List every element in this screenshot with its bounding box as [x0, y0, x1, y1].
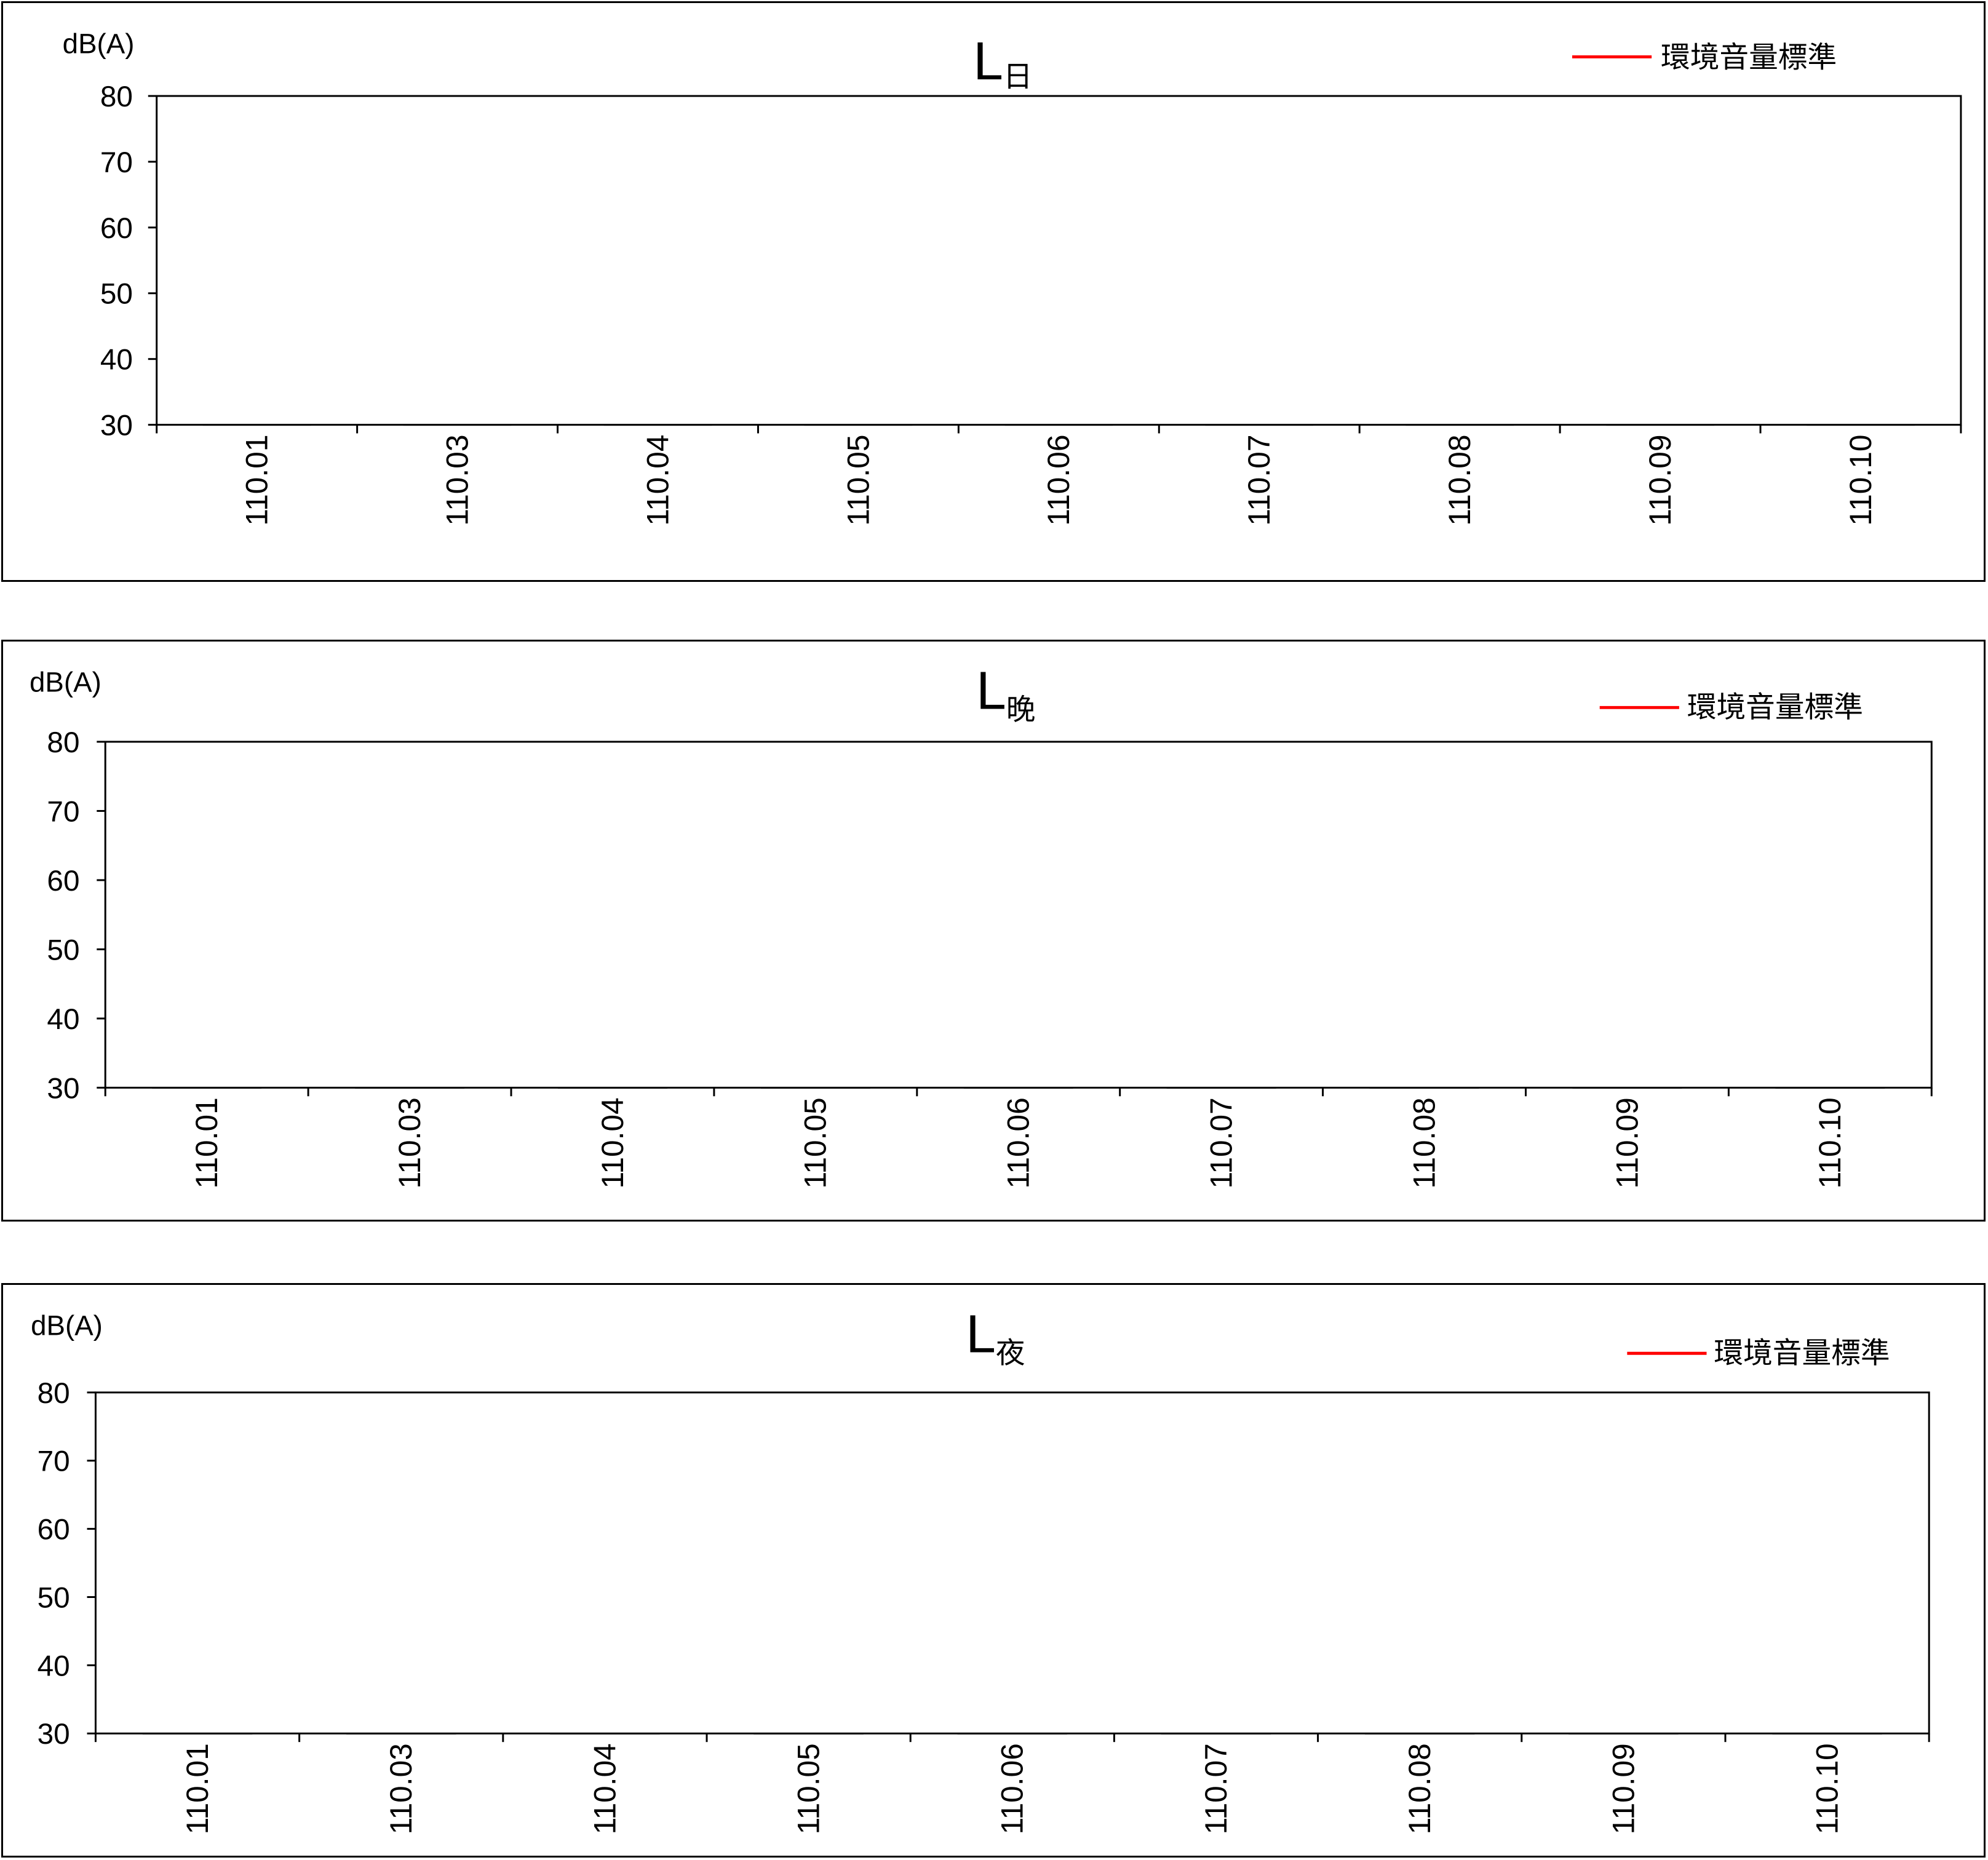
x-tick-label: 110.10 [1810, 1743, 1844, 1834]
y-tick-label: 50 [100, 278, 133, 311]
x-tick-label: 110.05 [791, 1743, 825, 1834]
x-tick-label: 110.06 [1041, 435, 1076, 526]
y-axis-label: dB(A) [30, 666, 101, 698]
x-tick-label: 110.10 [1813, 1097, 1847, 1188]
chart-title-subscript: 日 [1003, 61, 1033, 93]
x-tick-label: 110.03 [440, 435, 474, 526]
y-tick-label: 60 [38, 1514, 70, 1546]
chart-title-subscript: 夜 [996, 1337, 1025, 1370]
y-tick-label: 70 [38, 1445, 70, 1478]
y-tick-label: 40 [47, 1003, 79, 1036]
legend-label: 環境音量標準 [1687, 691, 1863, 724]
x-tick-label: 110.05 [841, 435, 875, 526]
x-tick-label: 110.07 [1204, 1097, 1239, 1188]
chart-title: L晚 [976, 660, 1035, 726]
x-tick-label: 110.04 [587, 1743, 622, 1834]
chart-evening: 30 40 50 60 70 80 110.01 110.03 110.04 110.05 110… [30, 660, 1933, 1189]
y-tick-label: 80 [47, 726, 79, 759]
chart-panel-evening: 30 40 50 60 70 80 110.01 110.03 110.04 110.05 110… [1, 640, 1986, 1222]
x-tick-label: 110.06 [1001, 1097, 1036, 1188]
y-tick-label: 80 [38, 1377, 70, 1410]
y-tick-label: 50 [47, 934, 79, 966]
chart-title-main: L [976, 660, 1006, 720]
legend-label: 環境音量標準 [1714, 1337, 1890, 1370]
y-tick-label: 60 [47, 865, 79, 897]
chart-title: L夜 [966, 1303, 1025, 1370]
x-tick-label: 110.04 [640, 435, 675, 526]
chart-title-main: L [966, 1303, 996, 1364]
x-tick-label: 110.09 [1606, 1743, 1640, 1834]
legend-label: 環境音量標準 [1661, 41, 1837, 74]
chart-title-main: L [973, 31, 1003, 91]
x-tick-label: 110.07 [1242, 435, 1276, 526]
chart-panel-night: 30 40 50 60 70 80 110.01 110.03 110.04 110.05 110… [1, 1283, 1986, 1858]
x-tick-label: 110.04 [595, 1097, 630, 1188]
chart-day: 30 40 50 60 70 80 110.01 110.03 110.04 110.05 110… [63, 28, 1962, 526]
x-tick-label: 110.08 [1402, 1743, 1437, 1834]
x-tick-label: 110.01 [189, 1097, 224, 1188]
y-tick-label: 30 [38, 1718, 70, 1751]
x-tick-label: 110.05 [798, 1097, 833, 1188]
x-tick-label: 110.01 [180, 1743, 215, 1834]
plot-area [94, 1391, 1930, 1735]
y-axis-label: dB(A) [63, 28, 135, 59]
x-tick-label: 110.01 [240, 435, 274, 526]
x-tick-label: 110.10 [1843, 435, 1878, 526]
x-tick-label: 110.07 [1199, 1743, 1233, 1834]
y-tick-label: 50 [38, 1581, 70, 1614]
x-tick-label: 110.08 [1407, 1097, 1441, 1188]
y-tick-label: 70 [100, 146, 133, 179]
chart-panel-day: 30 40 50 60 70 80 110.01 110.03 110.04 110.05 110… [1, 1, 1986, 582]
chart-title: L日 [973, 31, 1032, 93]
y-tick-label: 60 [100, 212, 133, 245]
chart-night: 30 40 50 60 70 80 110.01 110.03 110.04 110.05 110… [31, 1303, 1930, 1834]
plot-area [156, 95, 1962, 426]
chart-title-subscript: 晚 [1006, 694, 1036, 726]
y-tick-label: 40 [100, 344, 133, 376]
x-tick-label: 110.09 [1610, 1097, 1644, 1188]
y-tick-label: 30 [47, 1072, 79, 1105]
y-tick-label: 80 [100, 81, 133, 113]
x-tick-label: 110.03 [384, 1743, 418, 1834]
x-tick-label: 110.03 [392, 1097, 427, 1188]
y-axis-label: dB(A) [31, 1310, 103, 1341]
y-tick-label: 30 [100, 410, 133, 442]
x-tick-label: 110.06 [995, 1743, 1030, 1834]
y-tick-label: 70 [47, 795, 79, 828]
plot-area [104, 741, 1933, 1089]
x-tick-label: 110.08 [1442, 435, 1477, 526]
x-tick-label: 110.09 [1643, 435, 1677, 526]
y-tick-label: 40 [38, 1650, 70, 1682]
